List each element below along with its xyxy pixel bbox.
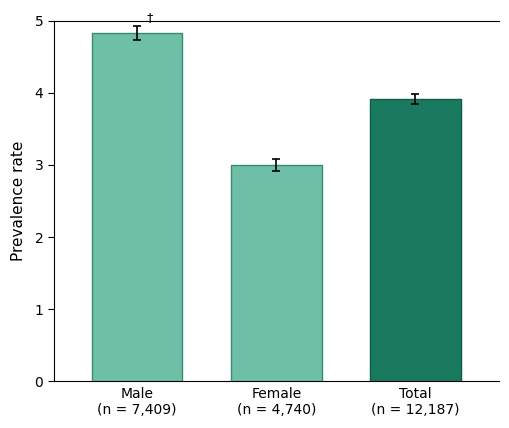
Y-axis label: Prevalence rate: Prevalence rate xyxy=(11,141,26,261)
Bar xyxy=(370,98,460,381)
Bar xyxy=(92,33,182,381)
Text: †: † xyxy=(147,12,153,24)
Bar xyxy=(231,165,321,381)
